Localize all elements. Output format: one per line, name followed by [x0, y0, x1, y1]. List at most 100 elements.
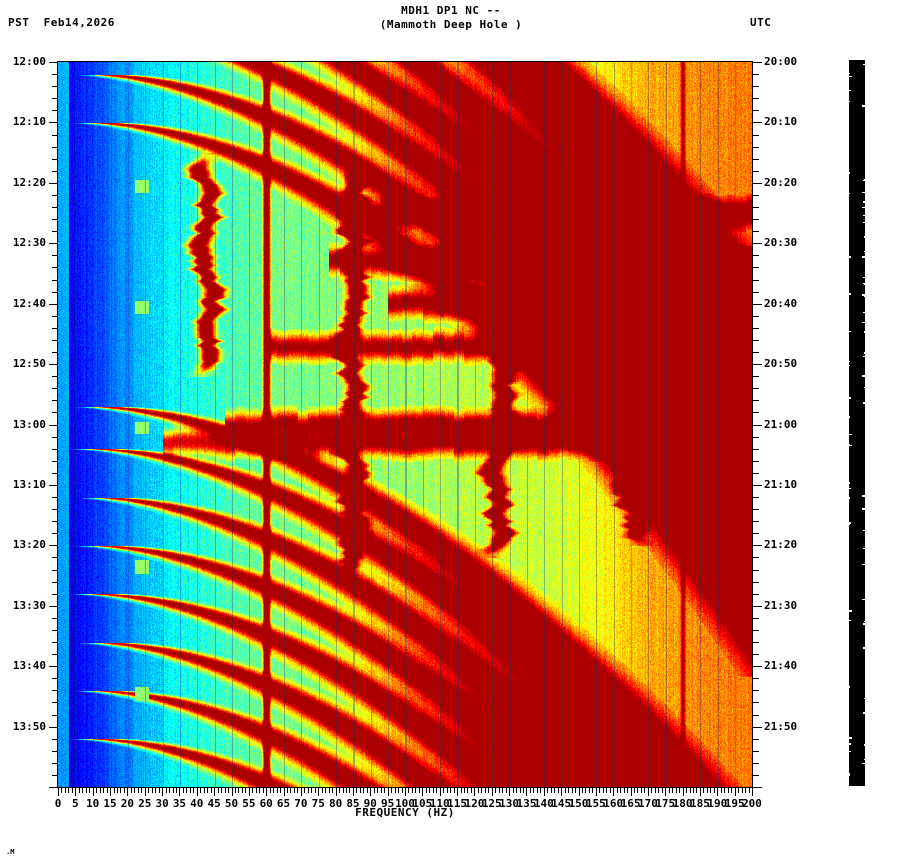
y-tick-minor-right	[753, 267, 759, 268]
y-tick-minor-left	[52, 557, 58, 558]
event-strip-nick	[862, 564, 865, 565]
x-tick-minor	[415, 788, 416, 793]
x-tick-major	[700, 788, 701, 796]
y-tick-minor-left	[52, 582, 58, 583]
x-tick-minor	[173, 788, 174, 793]
x-tick-minor	[395, 788, 396, 793]
y-axis-left-label: 13:50	[12, 720, 46, 733]
x-tick-minor	[488, 788, 489, 793]
x-tick-minor	[107, 788, 108, 793]
x-tick-minor	[273, 788, 274, 793]
y-tick-major-right	[753, 122, 762, 123]
x-axis-label: 0	[54, 797, 62, 810]
y-tick-minor-right	[753, 533, 759, 534]
x-axis-label: 150	[568, 797, 589, 810]
y-tick-minor-right	[753, 340, 759, 341]
x-tick-major	[631, 788, 632, 796]
y-axis-left-label: 12:20	[12, 176, 46, 189]
event-strip-nick	[864, 744, 865, 746]
x-tick-minor	[568, 788, 569, 793]
y-tick-minor-right	[753, 388, 759, 389]
y-tick-minor-left	[52, 74, 58, 75]
x-tick-minor	[429, 788, 430, 793]
y-tick-minor-left	[52, 521, 58, 522]
event-strip-nick	[849, 738, 852, 739]
event-strip-nick	[862, 192, 865, 193]
x-tick-minor	[523, 788, 524, 793]
y-tick-minor-left	[52, 328, 58, 329]
x-tick-minor	[120, 788, 121, 793]
x-tick-minor	[339, 788, 340, 793]
event-strip-nick	[849, 193, 850, 194]
y-axis-left-label: 12:30	[12, 236, 46, 249]
y-tick-minor-left	[52, 775, 58, 776]
y-axis-left-label: 13:20	[12, 538, 46, 551]
x-tick-minor	[471, 788, 472, 793]
y-tick-minor-left	[52, 147, 58, 148]
y-tick-minor-right	[753, 219, 759, 220]
y-axis-right-label: 20:40	[764, 297, 798, 310]
y-tick-minor-right	[753, 461, 759, 462]
x-tick-major	[596, 788, 597, 796]
x-tick-minor	[374, 788, 375, 793]
event-strip-nick	[864, 352, 865, 354]
y-tick-minor-right	[753, 775, 759, 776]
x-tick-minor	[467, 788, 468, 793]
event-strip-nick	[849, 445, 852, 446]
x-axis-label: 55	[242, 797, 256, 810]
x-tick-minor	[426, 788, 427, 793]
event-strip-nick	[864, 331, 865, 333]
event-strip-nick	[863, 530, 865, 531]
y-tick-minor-left	[52, 473, 58, 474]
y-axis-right-label: 21:40	[764, 659, 798, 672]
y-tick-minor-left	[52, 135, 58, 136]
x-tick-minor	[575, 788, 576, 793]
event-strip-nick	[863, 647, 865, 649]
x-tick-minor	[655, 788, 656, 793]
event-strip-nick	[849, 434, 852, 435]
y-tick-minor-left	[52, 618, 58, 619]
event-strip-nick	[864, 698, 865, 699]
x-tick-minor	[169, 788, 170, 793]
timezone-date-label: PST Feb14,2026	[8, 16, 115, 29]
x-tick-minor	[287, 788, 288, 793]
event-strip	[849, 60, 865, 786]
x-axis-label: 25	[138, 797, 152, 810]
event-strip-nick	[862, 375, 865, 377]
y-axis-right-label: 21:20	[764, 538, 798, 551]
x-axis-label: 75	[311, 797, 325, 810]
x-tick-minor	[124, 788, 125, 793]
event-strip-nick	[863, 64, 865, 65]
spectrogram-canvas	[58, 62, 752, 787]
x-tick-minor	[138, 788, 139, 793]
x-axis-label: 95	[381, 797, 395, 810]
y-tick-minor-left	[52, 739, 58, 740]
x-tick-minor	[478, 788, 479, 793]
event-strip-nick	[849, 610, 852, 612]
x-tick-minor	[304, 788, 305, 793]
y-tick-minor-left	[52, 159, 58, 160]
y-tick-minor-left	[52, 340, 58, 341]
x-tick-minor	[166, 788, 167, 793]
x-tick-major	[717, 788, 718, 796]
x-tick-minor	[68, 788, 69, 793]
y-tick-minor-right	[753, 231, 759, 232]
x-tick-minor	[696, 788, 697, 793]
x-axis-label: 85	[346, 797, 360, 810]
x-tick-minor	[693, 788, 694, 793]
event-strip-nick	[849, 523, 850, 525]
x-tick-minor	[530, 788, 531, 793]
x-tick-minor	[242, 788, 243, 793]
y-tick-minor-right	[753, 630, 759, 631]
y-tick-minor-left	[52, 316, 58, 317]
x-axis-label: 70	[294, 797, 308, 810]
x-tick-minor	[634, 788, 635, 793]
x-tick-minor	[381, 788, 382, 793]
event-strip-nick	[862, 207, 865, 208]
axis-bottom	[57, 787, 753, 788]
x-tick-major	[145, 788, 146, 796]
x-tick-major	[370, 788, 371, 796]
x-tick-major	[613, 788, 614, 796]
x-axis-label: 60	[259, 797, 273, 810]
x-tick-minor	[200, 788, 201, 793]
